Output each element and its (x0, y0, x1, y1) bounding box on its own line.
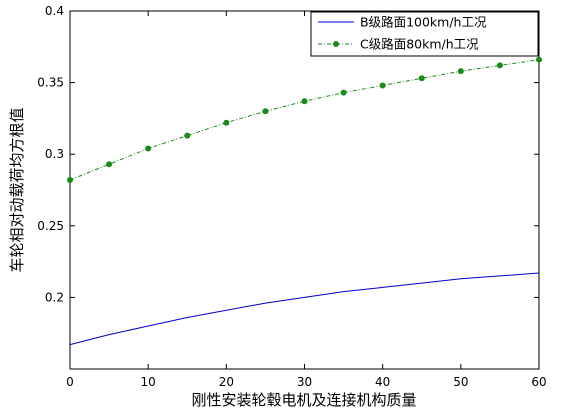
x-axis-label: 刚性安装轮毂电机及连接机构质量 (191, 391, 416, 409)
y-tick-label-0: 0.2 (45, 290, 64, 304)
series-1-point-2 (145, 145, 152, 152)
series-1-point-12 (536, 56, 542, 63)
legend: B级路面100km/h工况 C级路面80km/h工况 (310, 11, 539, 57)
series-1-point-8 (379, 82, 386, 89)
legend-box (310, 11, 539, 57)
series-line-0 (69, 272, 540, 346)
series-1-point-3 (184, 132, 191, 139)
series-1-point-4 (223, 119, 230, 126)
x-tick-label-5: 50 (453, 375, 468, 389)
y-tick-label-4: 0.4 (45, 4, 64, 18)
x-tick-label-6: 60 (531, 375, 546, 389)
series-1-point-5 (262, 108, 269, 115)
y-axis-label: 车轮相对动载荷均方根值 (8, 107, 26, 272)
y-tick-label-2: 0.3 (45, 147, 64, 161)
x-tick-label-2: 20 (219, 375, 234, 389)
series-layer (67, 56, 542, 346)
legend-label-c: C级路面80km/h工况 (360, 37, 479, 52)
series-1-point-7 (340, 89, 347, 96)
series-1-point-0 (67, 176, 73, 183)
ticks-layer: 0 10 20 30 40 50 60 0.2 0.25 0.3 0.35 0.4 (37, 4, 546, 389)
series-1-point-9 (418, 75, 425, 82)
plot-frame (69, 10, 540, 370)
x-tick-label-3: 30 (297, 375, 312, 389)
y-tick-label-1: 0.25 (37, 219, 64, 233)
series-1-point-11 (496, 62, 503, 69)
x-tick-label-0: 0 (66, 375, 74, 389)
y-tick-label-3: 0.35 (37, 76, 64, 90)
x-tick-label-4: 40 (375, 375, 390, 389)
legend-label-b: B级路面100km/h工况 (360, 15, 487, 30)
series-1-point-6 (301, 98, 308, 105)
series-1-point-1 (106, 161, 113, 168)
x-tick-label-1: 10 (141, 375, 156, 389)
legend-marker-c (333, 41, 339, 47)
series-1-point-10 (457, 68, 464, 75)
